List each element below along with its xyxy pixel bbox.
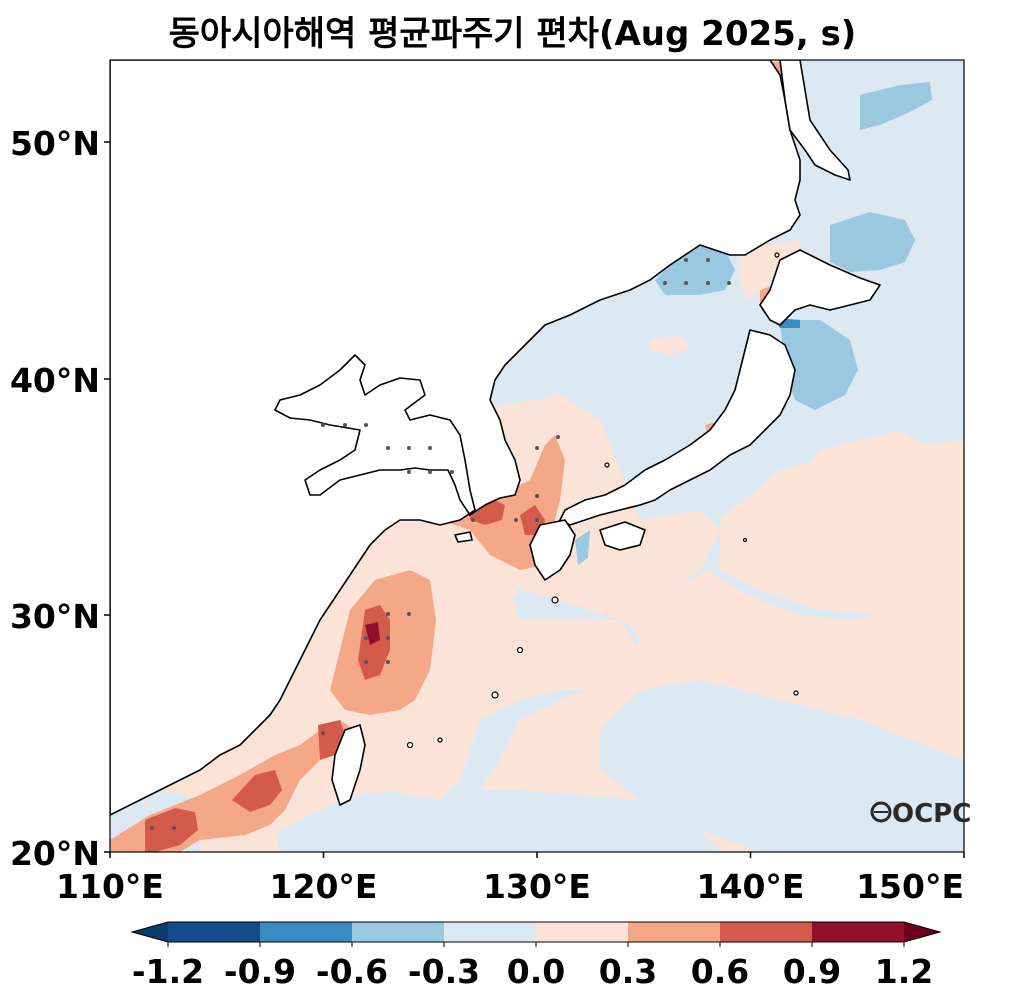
colorbar-tick-label: -0.9 bbox=[224, 952, 296, 991]
mainland-asia bbox=[110, 60, 801, 816]
colorbar-tick-label: -0.3 bbox=[408, 952, 480, 991]
colorbar-tick-label: 1.2 bbox=[875, 952, 933, 991]
colorbar-tick-label: 0.9 bbox=[783, 952, 841, 991]
lon-tick-label: 150°E bbox=[856, 867, 964, 906]
lat-tick-label: 40°N bbox=[10, 361, 100, 400]
latitude-labels: 50°N 40°N 30°N 20°N bbox=[10, 124, 100, 873]
colorbar: -1.2 -0.9 -0.6 -0.3 0.0 0.3 0.6 0.9 1.2 bbox=[130, 921, 942, 991]
significance-dots bbox=[150, 258, 731, 830]
colorbar-segment bbox=[720, 922, 812, 942]
colorbar-tick-label: -1.2 bbox=[132, 952, 204, 991]
colorbar-tick-label: 0.3 bbox=[599, 952, 657, 991]
negative-anomaly-medium bbox=[575, 82, 932, 565]
logo-text: OCPC bbox=[892, 799, 971, 829]
axis-ticks bbox=[104, 141, 965, 858]
lon-tick-label: 140°E bbox=[697, 867, 805, 906]
map-area bbox=[110, 60, 964, 852]
colorbar-under-arrow bbox=[132, 922, 168, 942]
taiwan bbox=[331, 724, 366, 806]
jeju bbox=[454, 531, 473, 543]
logo-emblem-icon bbox=[870, 801, 892, 823]
colorbar-tick-label: 0.6 bbox=[691, 952, 749, 991]
colorbar-segment bbox=[628, 922, 720, 942]
longitude-labels: 110°E 120°E 130°E 140°E 150°E bbox=[56, 867, 964, 906]
colorbar-tick-label: -0.6 bbox=[316, 952, 388, 991]
honshu bbox=[559, 329, 796, 526]
lat-tick-label: 30°N bbox=[10, 597, 100, 636]
land bbox=[110, 60, 881, 816]
colorbar-segment bbox=[168, 922, 260, 942]
lat-tick-label: 20°N bbox=[10, 834, 100, 873]
map-title: 동아시아해역 평균파주기 편차(Aug 2025, s) bbox=[168, 14, 857, 54]
colorbar-over-arrow bbox=[904, 922, 940, 942]
ocpc-logo: OCPC bbox=[870, 799, 971, 829]
colorbar-segment bbox=[260, 922, 352, 942]
lon-tick-label: 130°E bbox=[483, 867, 591, 906]
lat-tick-label: 50°N bbox=[10, 124, 100, 163]
lon-tick-label: 110°E bbox=[56, 867, 164, 906]
sakhalin bbox=[779, 60, 851, 181]
colorbar-segment bbox=[812, 922, 904, 942]
colorbar-tick-label: 0.0 bbox=[507, 952, 565, 991]
islands bbox=[406, 252, 799, 749]
colorbar-segment bbox=[352, 922, 444, 942]
shikoku bbox=[599, 521, 646, 551]
colorbar-segment bbox=[444, 922, 536, 942]
kyushu bbox=[529, 519, 576, 581]
hokkaido bbox=[759, 249, 881, 326]
colorbar-segment bbox=[536, 922, 628, 942]
lon-tick-label: 120°E bbox=[270, 867, 378, 906]
